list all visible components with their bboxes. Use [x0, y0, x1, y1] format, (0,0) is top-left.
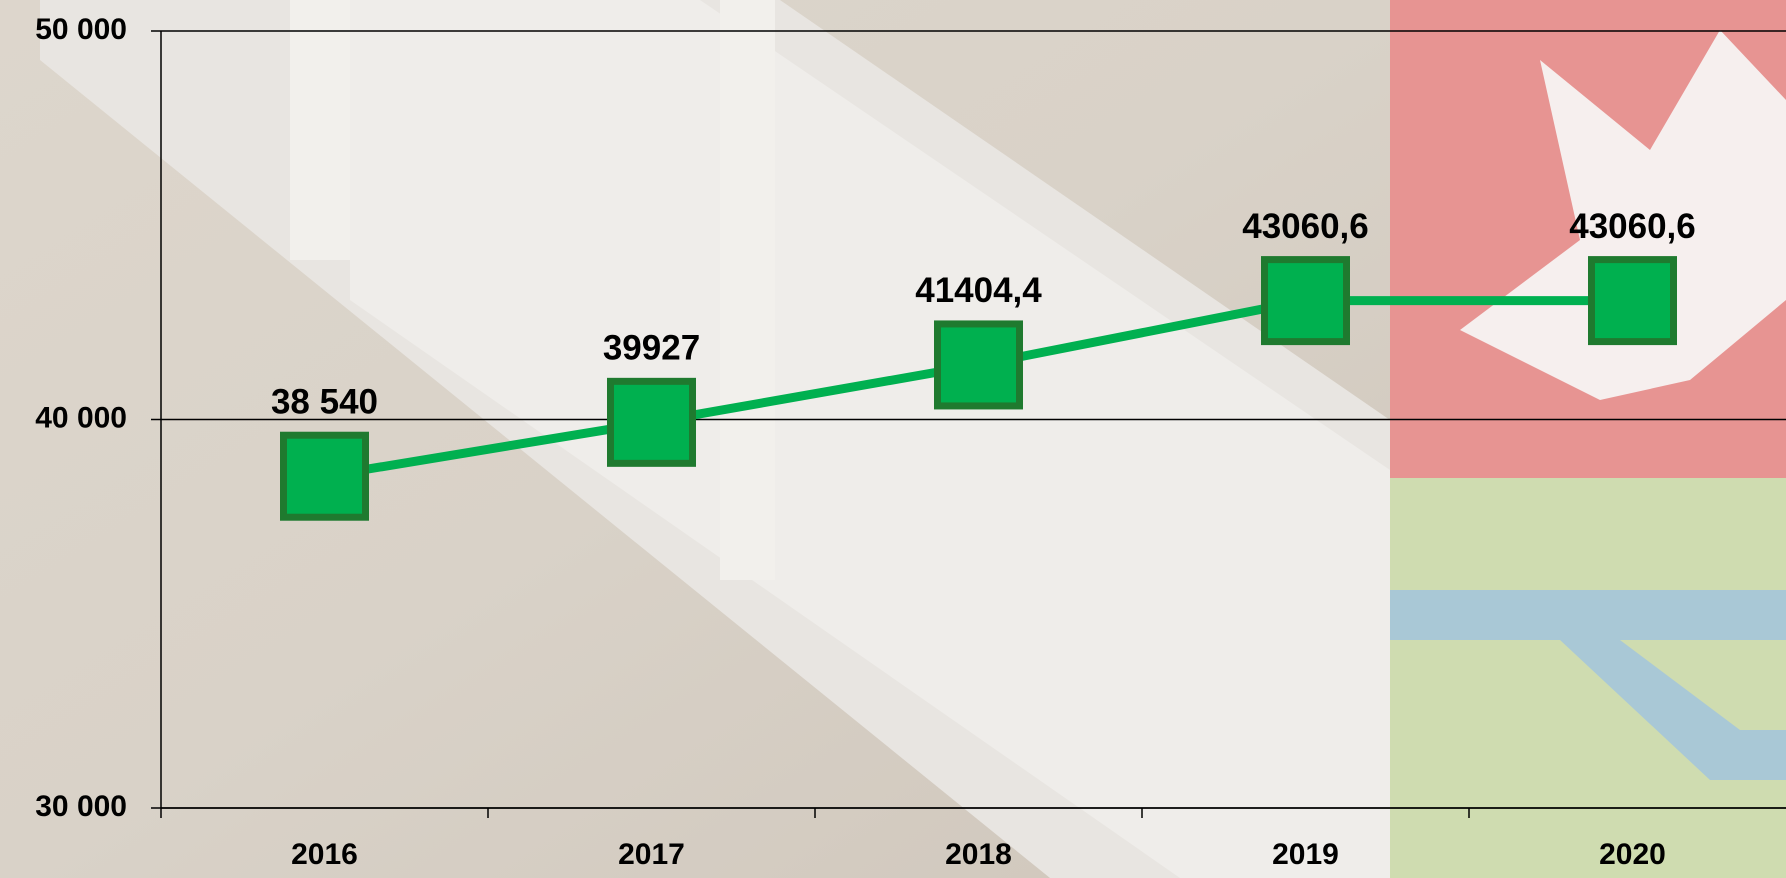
x-tick-label: 2018 [945, 838, 1012, 871]
value-label: 41404,4 [915, 271, 1042, 310]
marker [611, 381, 693, 463]
value-label: 39927 [603, 329, 700, 368]
value-label: 38 540 [271, 382, 378, 421]
x-tick-label: 2020 [1599, 838, 1666, 871]
x-tick-label: 2016 [291, 838, 358, 871]
y-tick-label: 50 000 [35, 13, 127, 46]
value-label: 43060,6 [1569, 207, 1696, 246]
x-tick-label: 2017 [618, 838, 685, 871]
x-tick-label: 2019 [1272, 838, 1339, 871]
y-tick-label: 30 000 [35, 790, 127, 823]
marker [1265, 260, 1347, 342]
background [0, 0, 1786, 878]
marker [938, 324, 1020, 406]
marker [284, 435, 366, 517]
value-label: 43060,6 [1242, 207, 1369, 246]
chart: 30 000 40 000 50 000 2016 2017 2018 2019 2020 3… [0, 0, 1786, 878]
y-tick-label: 40 000 [35, 401, 127, 434]
marker [1592, 260, 1674, 342]
